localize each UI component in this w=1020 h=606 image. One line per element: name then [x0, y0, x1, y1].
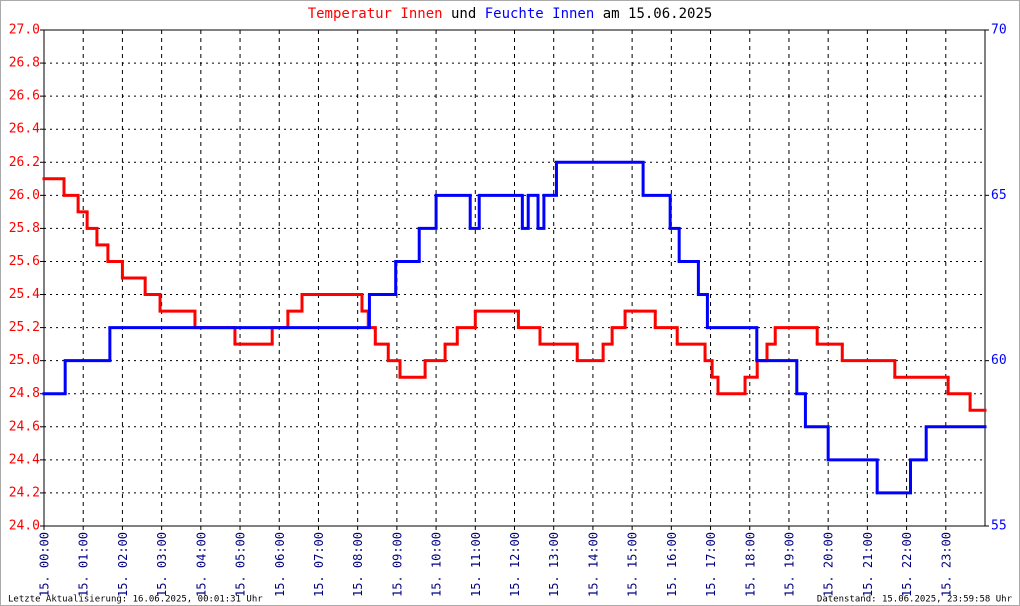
y-tick-label: 25.6: [9, 254, 40, 269]
footer-left: Letzte Aktualisierung: 16.06.2025, 00:01…: [8, 595, 263, 605]
x-tick-label: 15. 03:00: [155, 532, 169, 597]
x-tick-label: 15. 00:00: [38, 532, 52, 597]
y-tick-label: 26.8: [9, 56, 40, 71]
x-tick-label: 15. 20:00: [822, 532, 836, 597]
y-tick-label: 24.2: [9, 485, 40, 500]
y2-tick-label: 60: [991, 353, 1007, 368]
x-tick-label: 15. 04:00: [194, 532, 208, 597]
y-tick-label: 26.6: [9, 89, 40, 104]
x-tick-label: 15. 08:00: [351, 532, 365, 597]
y-tick-label: 26.0: [9, 188, 40, 203]
y-tick-label: 26.4: [9, 122, 40, 137]
x-tick-label: 15. 10:00: [430, 532, 444, 597]
title-part: Temperatur Innen: [308, 6, 443, 22]
x-tick-label: 15. 23:00: [939, 532, 953, 597]
y2-tick-label: 55: [991, 519, 1007, 534]
x-tick-label: 15. 13:00: [547, 532, 561, 597]
title-part: am 15.06.2025: [603, 6, 713, 22]
x-tick-label: 15. 11:00: [469, 532, 483, 597]
y-tick-label: 25.0: [9, 353, 40, 368]
y2-tick-label: 65: [991, 188, 1007, 203]
y-tick-label: 24.0: [9, 519, 40, 534]
x-tick-label: 15. 22:00: [900, 532, 914, 597]
y-tick-label: 26.2: [9, 155, 40, 170]
x-tick-label: 15. 02:00: [116, 532, 130, 597]
title-part: und: [451, 6, 476, 22]
y-tick-label: 24.8: [9, 386, 40, 401]
plot-border: [43, 29, 986, 527]
x-tick-label: 15. 06:00: [273, 532, 287, 597]
x-tick-label: 15. 05:00: [234, 532, 248, 597]
x-tick-label: 15. 17:00: [704, 532, 718, 597]
x-tick-label: 15. 09:00: [390, 532, 404, 597]
y-tick-label: 25.2: [9, 320, 40, 335]
x-tick-label: 15. 01:00: [77, 532, 91, 597]
footer-right: Datenstand: 15.06.2025, 23:59:58 Uhr: [817, 595, 1013, 605]
y-tick-label: 24.6: [9, 419, 40, 434]
y-tick-label: 27.0: [9, 23, 40, 38]
y-tick-label: 25.8: [9, 221, 40, 236]
x-tick-label: 15. 12:00: [508, 532, 522, 597]
x-tick-label: 15. 21:00: [861, 532, 875, 597]
chart-title: Temperatur Innen und Feuchte Innen am 15…: [308, 6, 713, 22]
x-tick-label: 15. 14:00: [586, 532, 600, 597]
title-part: Feuchte Innen: [485, 6, 595, 22]
x-tick-label: 15. 07:00: [312, 532, 326, 597]
x-tick-label: 15. 19:00: [782, 532, 796, 597]
y-tick-label: 25.4: [9, 287, 40, 302]
y-tick-label: 24.4: [9, 452, 40, 467]
y2-tick-label: 70: [991, 23, 1007, 38]
x-tick-label: 15. 16:00: [665, 532, 679, 597]
x-tick-label: 15. 18:00: [743, 532, 757, 597]
x-tick-label: 15. 15:00: [626, 532, 640, 597]
